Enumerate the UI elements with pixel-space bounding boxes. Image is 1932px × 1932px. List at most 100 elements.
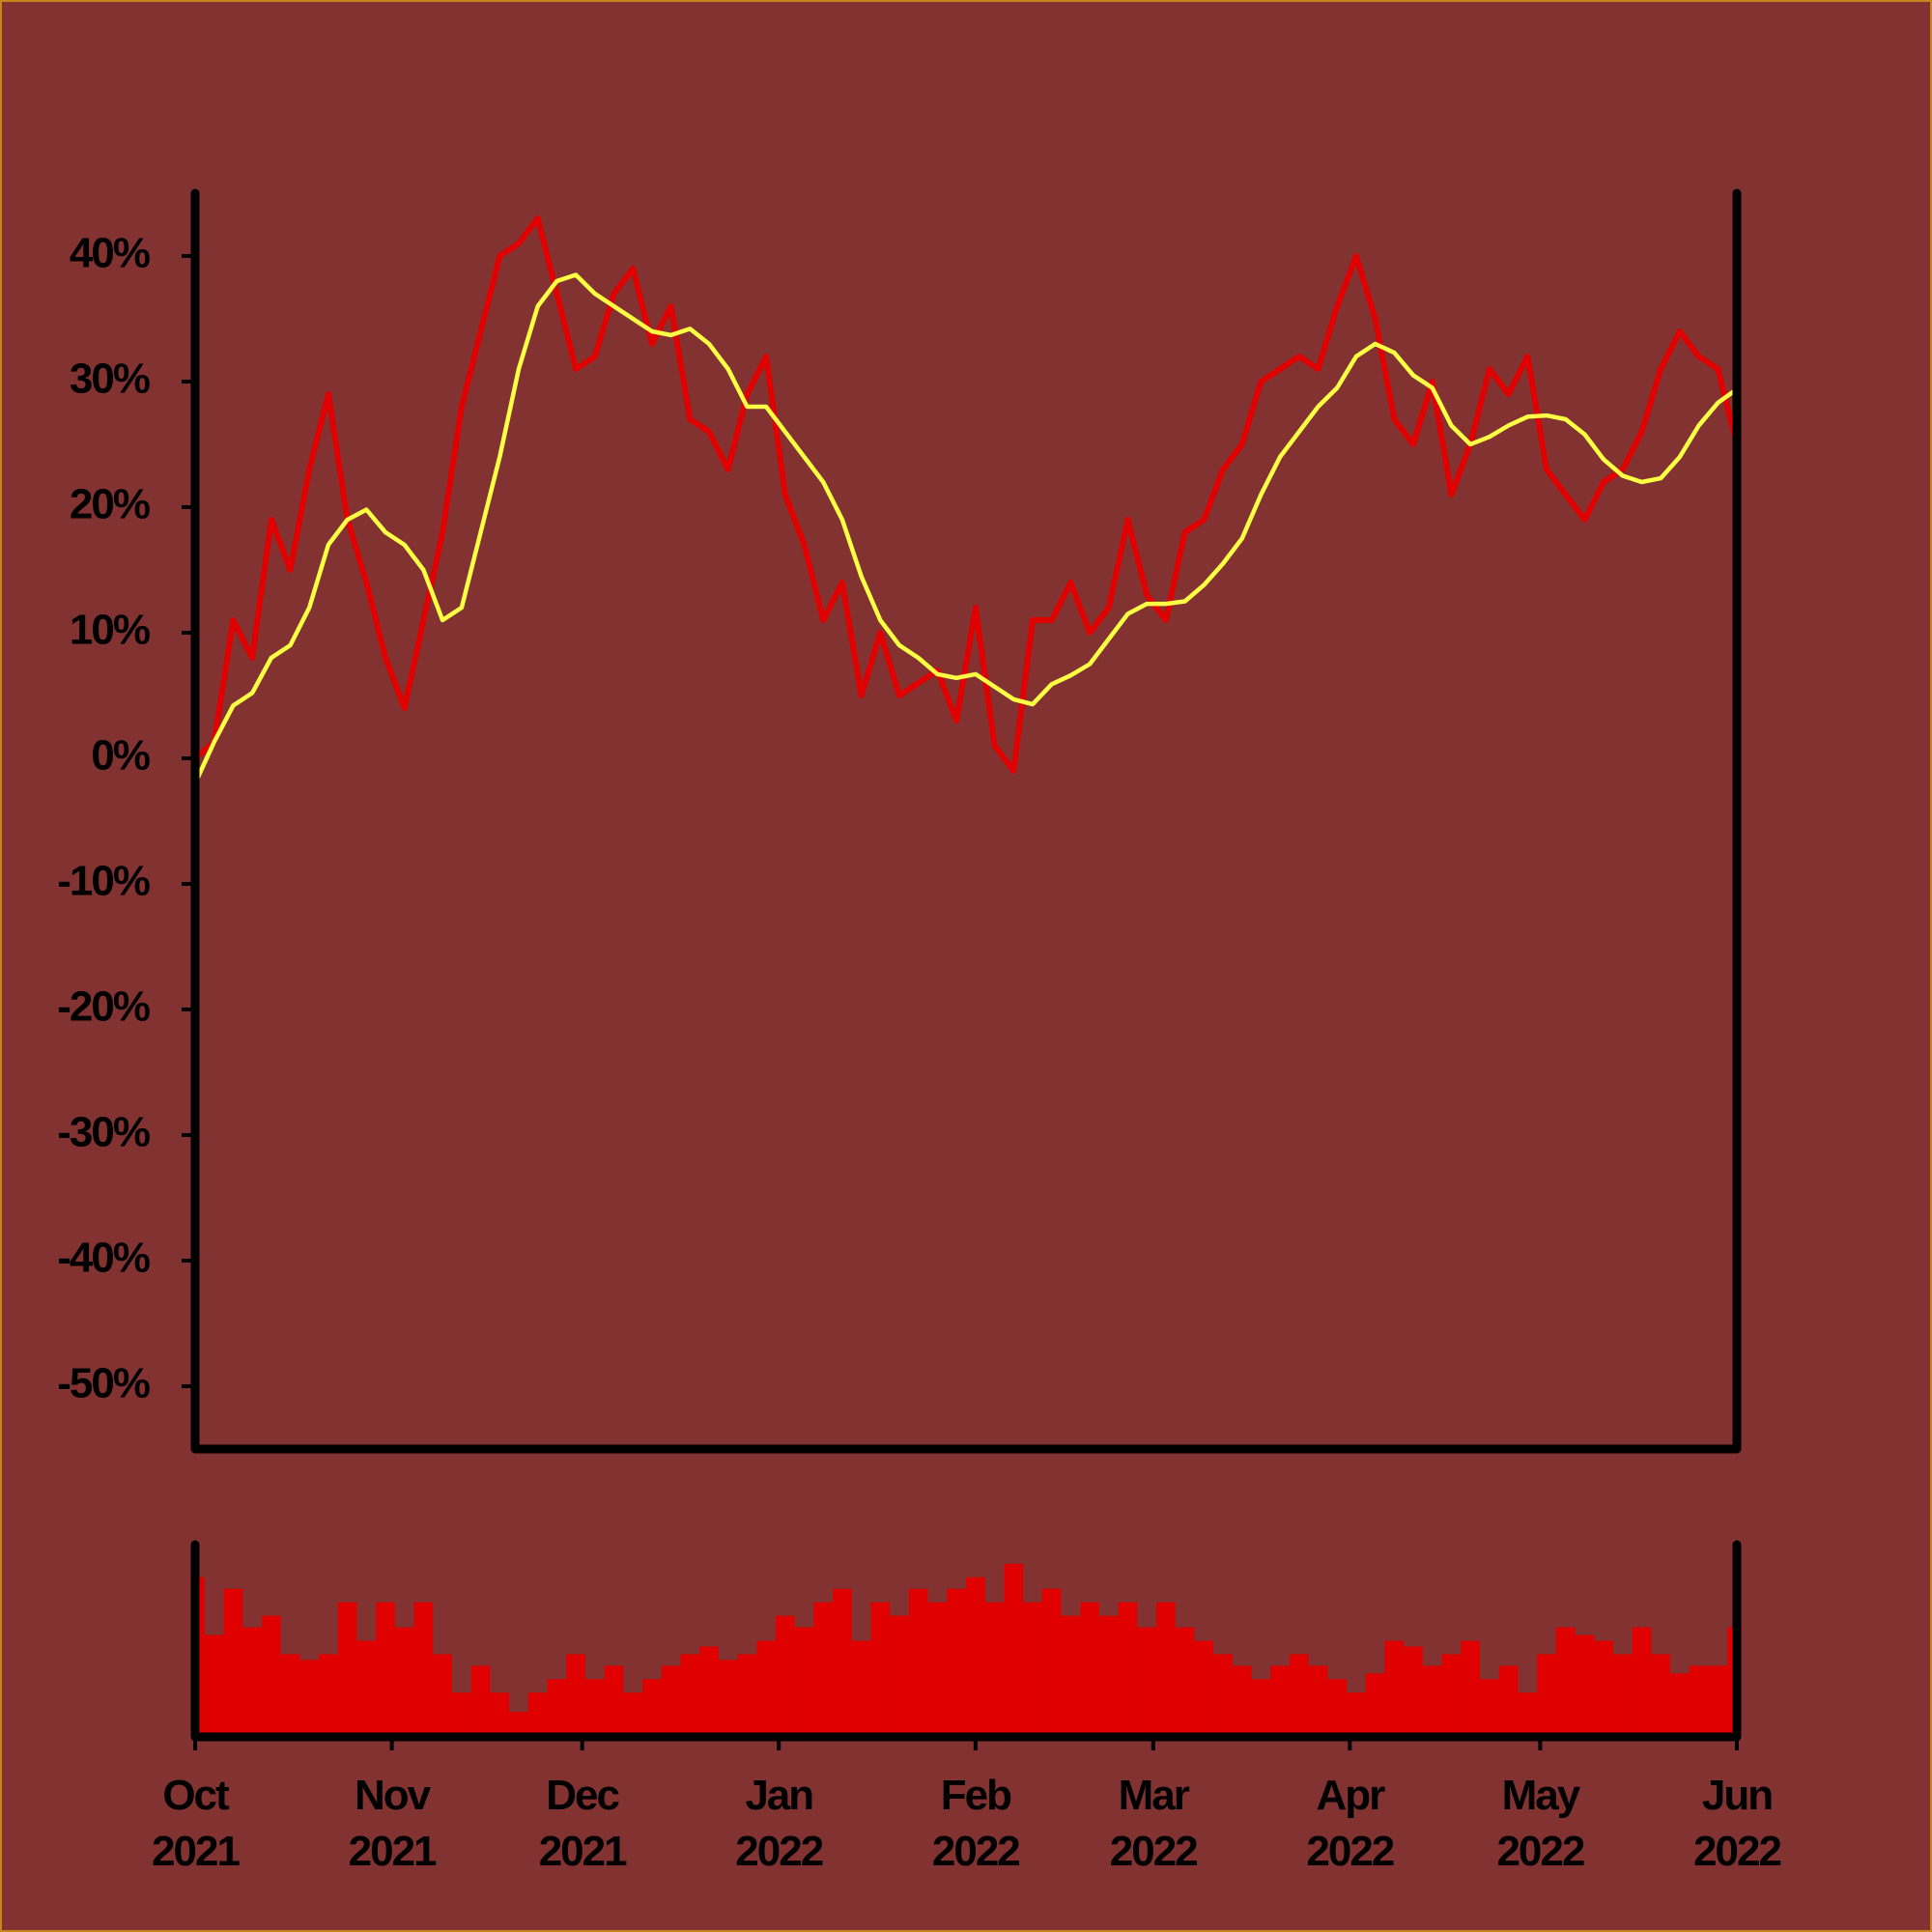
volume-bar xyxy=(756,1640,776,1737)
volume-bar xyxy=(1251,1679,1271,1737)
x-tick-label: Oct 2021 xyxy=(152,1772,241,1875)
volume-bar xyxy=(1689,1665,1709,1737)
volume-bar xyxy=(1518,1692,1538,1737)
volume-bar xyxy=(1308,1665,1328,1737)
volume-bar xyxy=(1080,1602,1099,1737)
volume-bar xyxy=(1594,1640,1613,1737)
volume-bar xyxy=(1232,1665,1252,1737)
x-tick-label: Nov 2021 xyxy=(348,1772,438,1875)
volume-bar xyxy=(1555,1627,1576,1737)
y-tick-label: -20% xyxy=(57,983,150,1031)
volume-bar xyxy=(319,1654,338,1737)
volume-bar xyxy=(1156,1602,1176,1737)
volume-bar xyxy=(1289,1654,1309,1737)
volume-bar xyxy=(1727,1627,1733,1737)
volume-bar xyxy=(984,1602,1005,1737)
volume-bar xyxy=(1480,1679,1499,1737)
x-tick-label: May 2022 xyxy=(1496,1772,1585,1875)
volume-bar xyxy=(1708,1665,1728,1737)
volume-bar xyxy=(1575,1634,1595,1737)
volume-bar xyxy=(1175,1627,1195,1737)
volume-bar xyxy=(870,1602,891,1737)
volume-bar xyxy=(833,1588,852,1737)
volume-bar xyxy=(1365,1673,1385,1737)
axis-frame xyxy=(190,188,1742,1454)
x-tick-label: Apr 2022 xyxy=(1306,1772,1395,1875)
volume-bar xyxy=(1023,1602,1042,1737)
volume-bar xyxy=(1270,1665,1290,1737)
y-tick-label: -10% xyxy=(57,858,150,905)
volume-bar xyxy=(661,1665,681,1737)
volume-bar xyxy=(1118,1602,1138,1737)
y-tick-label: -30% xyxy=(57,1109,150,1156)
volume-bar xyxy=(356,1640,377,1737)
y-tick-label: -40% xyxy=(57,1235,150,1282)
volume-bar xyxy=(908,1588,928,1737)
volume-bar xyxy=(337,1602,357,1737)
y-tick-label: 40% xyxy=(70,230,150,277)
x-tick-label: Jan 2022 xyxy=(735,1772,824,1875)
x-tick-label: Jun 2022 xyxy=(1693,1772,1782,1875)
volume-bar xyxy=(1098,1615,1119,1737)
volume-bar xyxy=(718,1660,738,1737)
volume-bar xyxy=(794,1627,814,1737)
volume-bar xyxy=(813,1602,834,1737)
volume-bar xyxy=(699,1646,719,1737)
line-series xyxy=(193,215,1740,774)
volume-bar xyxy=(1537,1654,1556,1737)
volume-bar xyxy=(1404,1646,1423,1737)
y-tick-label: 0% xyxy=(91,732,149,780)
volume-bar xyxy=(452,1692,471,1737)
y-tick-label: 30% xyxy=(70,355,150,403)
volume-bar xyxy=(1612,1654,1633,1737)
volume-bar xyxy=(376,1602,395,1737)
volume-bar xyxy=(1498,1665,1519,1737)
volume-bar xyxy=(623,1692,643,1737)
y-tick-label: 10% xyxy=(70,607,150,654)
volume-bar xyxy=(584,1679,605,1737)
x-tick-label: Mar 2022 xyxy=(1109,1772,1199,1875)
volume-bar xyxy=(527,1692,548,1737)
volume-bar xyxy=(413,1602,434,1737)
volume-bar xyxy=(199,1577,205,1737)
line-series xyxy=(192,272,1739,784)
volume-bar xyxy=(223,1588,243,1737)
volume-bar xyxy=(642,1679,662,1737)
volume-bar xyxy=(947,1588,966,1737)
volume-bar xyxy=(1041,1588,1062,1737)
volume-bar xyxy=(775,1615,795,1737)
volume-bar xyxy=(299,1660,320,1737)
x-tick-label: Feb 2022 xyxy=(931,1772,1021,1875)
volume-bar xyxy=(490,1692,510,1737)
volume-bar xyxy=(1004,1563,1024,1737)
volume-bar xyxy=(927,1602,948,1737)
volume-bar xyxy=(394,1627,414,1737)
volume-bar xyxy=(1384,1640,1405,1737)
volume-bar xyxy=(242,1627,262,1737)
volume-bar xyxy=(1632,1627,1652,1737)
volume-bar xyxy=(470,1665,491,1737)
volume-bar xyxy=(1194,1640,1214,1737)
axis-frame xyxy=(190,1540,1742,1742)
volume-bar xyxy=(433,1654,452,1737)
x-tick-label: Dec 2021 xyxy=(538,1772,628,1875)
volume-bar xyxy=(1137,1627,1157,1737)
volume-bar xyxy=(1670,1673,1690,1737)
volume-bar xyxy=(1213,1654,1233,1737)
volume-bar xyxy=(851,1640,871,1737)
volume-bar xyxy=(204,1634,224,1737)
volume-bar xyxy=(280,1654,300,1737)
y-tick-label: -50% xyxy=(57,1360,150,1407)
volume-bar xyxy=(547,1679,567,1737)
volume-bar xyxy=(966,1577,985,1737)
volume-bar xyxy=(261,1615,281,1737)
volume-bar xyxy=(1441,1654,1462,1737)
volume-bar xyxy=(1347,1692,1366,1737)
volume-bar xyxy=(737,1654,757,1737)
volume-bar xyxy=(1461,1640,1480,1737)
volume-bar xyxy=(509,1712,528,1737)
volume-bar xyxy=(566,1654,585,1737)
volume-bar xyxy=(1422,1665,1442,1737)
